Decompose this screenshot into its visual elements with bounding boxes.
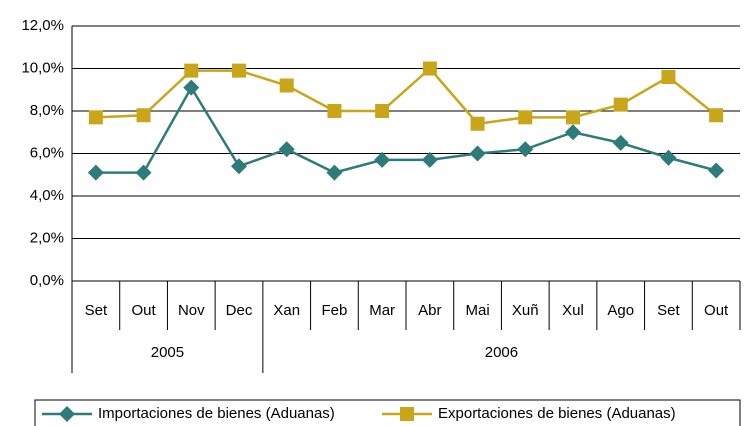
point (136, 108, 151, 123)
x-tick-label: Out (704, 302, 729, 319)
x-tick-label: Feb (321, 302, 347, 319)
series-line (95, 85, 717, 174)
point (660, 149, 677, 166)
point (184, 63, 199, 78)
point (422, 61, 437, 76)
point (231, 158, 247, 175)
point (613, 97, 628, 112)
point (565, 124, 581, 141)
x-tick-label: Mai (465, 302, 489, 319)
y-tick-label: 8,0% (30, 102, 64, 119)
x-tick-label: Abr (418, 302, 441, 319)
y-tick-label: 10,0% (21, 59, 64, 76)
legend-label: Exportaciones de bienes (Aduanas) (438, 405, 676, 422)
y-tick-label: 2,0% (30, 229, 64, 246)
x-tick-label: Ago (607, 302, 634, 319)
x-tick-label: Set (85, 302, 108, 319)
point (88, 110, 103, 125)
x-tick-label: Xuñ (512, 302, 539, 319)
point (232, 63, 246, 78)
point (708, 162, 725, 179)
legend-marker (400, 407, 414, 421)
point (661, 70, 676, 84)
point (278, 141, 295, 158)
point (421, 151, 438, 168)
x-tick-label: Set (657, 302, 680, 319)
y-tick-label: 4,0% (30, 187, 64, 204)
point (183, 79, 200, 96)
x-tick-label: Xul (562, 302, 584, 319)
point (566, 110, 580, 125)
point (279, 78, 294, 93)
legend-label: Importaciones de bienes (Aduanas) (98, 405, 335, 422)
legend-marker (59, 406, 75, 422)
point (470, 116, 485, 131)
point (327, 104, 342, 118)
point (469, 145, 486, 162)
point (709, 108, 724, 123)
group-label: 2005 (151, 344, 184, 361)
x-tick-label: Xan (273, 302, 300, 319)
point (375, 104, 390, 118)
point (518, 110, 533, 125)
y-tick-label: 0,0% (30, 272, 64, 289)
point (612, 134, 629, 151)
series-line (95, 66, 717, 126)
y-tick-label: 12,0% (21, 17, 64, 34)
x-tick-label: Nov (178, 302, 205, 319)
y-tick-label: 6,0% (30, 144, 64, 161)
x-tick-label: Out (131, 302, 156, 319)
point (135, 164, 152, 181)
point (517, 141, 534, 158)
point (87, 164, 104, 181)
point (326, 164, 343, 181)
legend-box (34, 399, 741, 426)
group-label: 2006 (485, 344, 518, 361)
point (374, 151, 391, 168)
x-tick-label: Dec (226, 302, 253, 319)
x-tick-label: Mar (369, 302, 395, 319)
